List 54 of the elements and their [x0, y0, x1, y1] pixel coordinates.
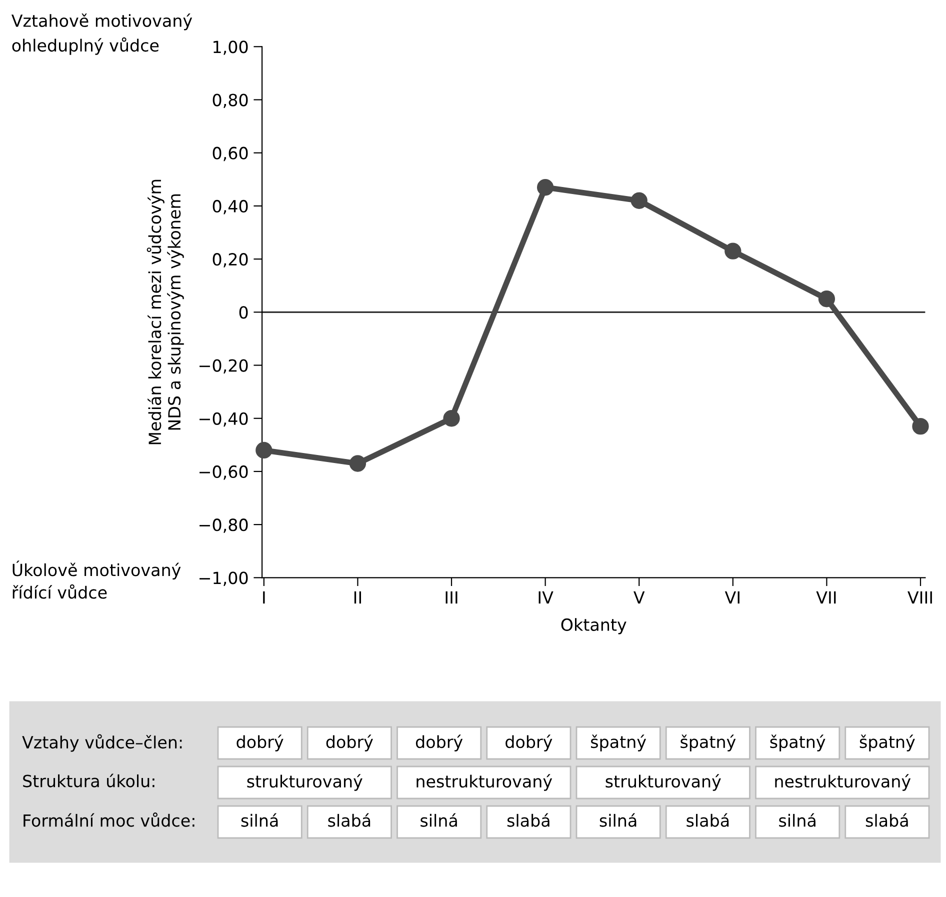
- text: Úkolově motivovaný řídící vůdce: [12, 560, 181, 599]
- y-tick-label: 0: [239, 306, 248, 319]
- y-axis-title: Medián korelací mezi vůdcovým NDS a skupinovým výkonem: [146, 180, 184, 444]
- text: dobrý: [416, 734, 463, 752]
- text: strukturovaný: [606, 774, 721, 791]
- y-tick-label: −0,60: [200, 465, 248, 480]
- y-tick-label: 0,20: [212, 253, 248, 268]
- x-tick-label: V: [634, 591, 645, 604]
- text: silná: [779, 813, 816, 827]
- text: slabá: [866, 813, 908, 827]
- y-tick-label: 0,60: [212, 146, 248, 162]
- point: [349, 455, 366, 472]
- text: Formální moc vůdce:: [24, 812, 194, 827]
- text: nestrukturovaný: [416, 774, 552, 791]
- point: [724, 242, 742, 260]
- point: [443, 410, 460, 427]
- text: Vztahy vůdce–člen:: [22, 734, 182, 752]
- point: [912, 418, 929, 435]
- text: špatný: [590, 734, 646, 752]
- text: slabá: [686, 813, 729, 827]
- text: silná: [241, 813, 278, 827]
- x-tick-label: VII: [816, 591, 836, 604]
- x-tick-label: VIII: [908, 591, 932, 604]
- y-tick-label: −1,00: [200, 572, 248, 586]
- x-tick-label: VI: [724, 591, 740, 604]
- text: dobrý: [236, 734, 284, 752]
- text: dobrý: [506, 734, 552, 752]
- point: [536, 179, 554, 196]
- y-tick-label: 0,40: [212, 200, 248, 214]
- text: silná: [600, 813, 636, 827]
- text: slabá: [328, 813, 370, 827]
- text: špatný: [680, 734, 736, 752]
- x-axis-title: Oktanty: [561, 618, 626, 634]
- text: slabá: [507, 813, 550, 827]
- y-tick-label: −0,40: [200, 412, 248, 427]
- x-tick-label: I: [263, 591, 265, 604]
- text: dobrý: [326, 734, 373, 752]
- text: Struktura úkolu:: [23, 774, 154, 788]
- text: nestrukturovaný: [775, 774, 911, 791]
- text: špatný: [860, 734, 915, 752]
- x-tick-label: IV: [538, 591, 554, 604]
- text: špatný: [770, 734, 826, 752]
- text: Vztahově motivovaný ohleduplný vůdce: [11, 13, 192, 55]
- y-tick-label: −0,20: [200, 359, 248, 374]
- point: [818, 290, 836, 308]
- point: [630, 192, 648, 209]
- point: [256, 442, 272, 459]
- y-tick-label: 1,00: [214, 40, 248, 55]
- x-tick-label: II: [354, 591, 361, 604]
- y-tick-label: 0,80: [212, 94, 248, 108]
- x-tick-label: III: [446, 591, 458, 604]
- y-tick-label: −0,80: [200, 518, 248, 533]
- text: strukturovaný: [247, 774, 362, 791]
- text: silná: [420, 813, 457, 827]
